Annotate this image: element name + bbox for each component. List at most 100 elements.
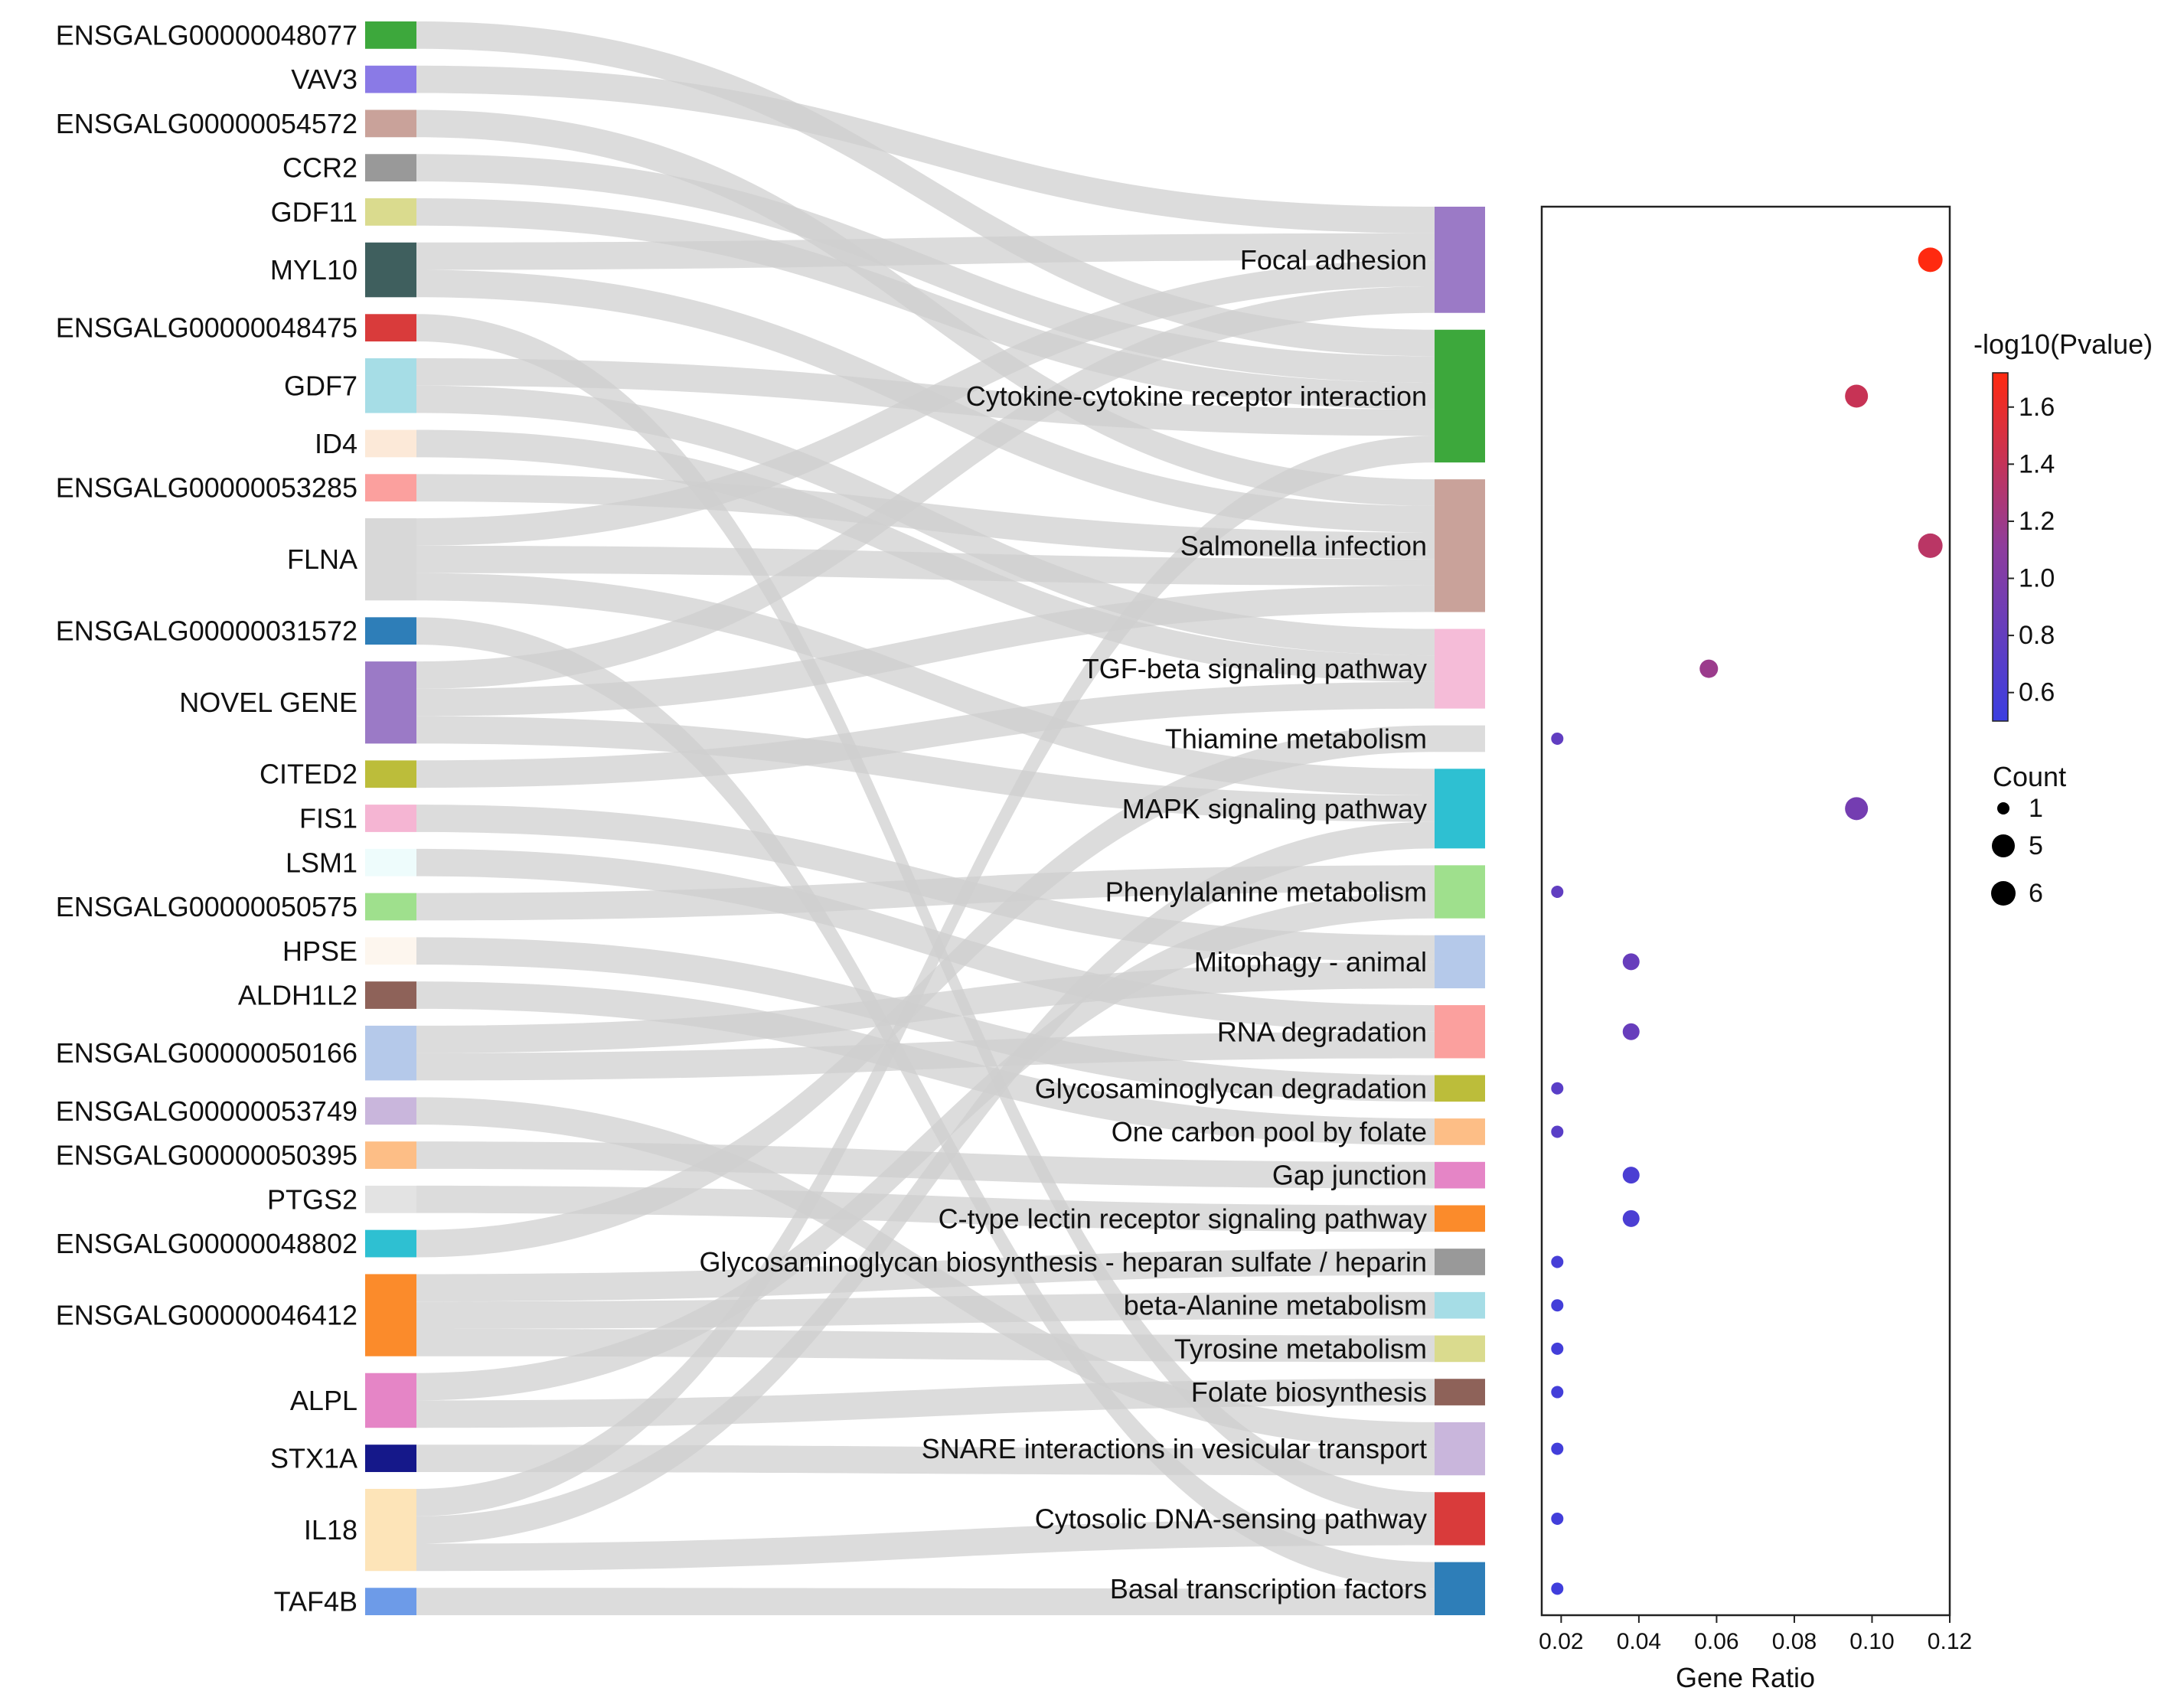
link-ensgalg00000048475-to-cytosolic-dna-sensing-pathway [416,314,1435,1519]
pathway-label: Thiamine metabolism [1165,723,1427,754]
gene-label: CCR2 [282,152,357,184]
pathway-node-phenylalanine-metabolism [1435,865,1485,919]
x-tick-label: 0.04 [1617,1629,1661,1654]
gene-node-ensgalg00000054572 [365,109,416,138]
gene-label: ENSGALG00000050575 [56,891,357,922]
pathway-label: Basal transcription factors [1110,1573,1427,1604]
gene-label: PTGS2 [267,1183,357,1215]
gene-node-ccr2 [365,154,416,182]
pathway-node-mapk-signaling-pathway [1435,769,1485,849]
link-ensgalg00000050575-to-phenylalanine-metabolism [416,865,1435,921]
pathway-label: Tyrosine metabolism [1174,1333,1427,1364]
link-il18-to-cytokine-cytokine-receptor-interaction [416,436,1435,1516]
gene-label: ENSGALG00000048802 [56,1228,357,1259]
pathway-label: Folate biosynthesis [1191,1376,1427,1408]
gene-label: IL18 [304,1514,357,1546]
link-gdf11-to-cytokine-cytokine-receptor-interaction [416,198,1435,410]
pathway-node-tyrosine-metabolism [1435,1335,1485,1363]
gene-label: ENSGALG00000053285 [56,472,357,504]
colorbar-title: -log10(Pvalue) [1973,328,2153,360]
gene-node-hpse [365,937,416,965]
dot-folate-biosynthesis [1551,1386,1564,1399]
pathway-label: RNA degradation [1217,1016,1427,1047]
link-ensgalg00000046412-to-beta-alanine-metabolism [416,1291,1435,1329]
link-ensgalg00000031572-to-basal-transcription-factors [416,617,1435,1589]
pathway-label: C-type lectin receptor signaling pathway [939,1203,1427,1234]
pathway-node-glycosaminoglycan-degradation [1435,1075,1485,1102]
link-alpl-to-folate-biosynthesis [416,1379,1435,1428]
colorbar [1992,372,2009,722]
link-taf4b-to-basal-transcription-factors [416,1588,1435,1615]
gene-label: ENSGALG00000054572 [56,108,357,139]
gene-node-lsm1 [365,848,416,876]
pathway-node-beta-alanine-metabolism [1435,1291,1485,1319]
gene-label: FIS1 [299,803,357,834]
pathway-node-gap-junction [1435,1161,1485,1189]
pathway-node-c-type-lectin-receptor-signaling-pathway [1435,1205,1485,1232]
dot-cytosolic-dna-sensing-pathway [1551,1512,1564,1525]
gene-node-fis1 [365,805,416,832]
dot-gap-junction [1622,1167,1640,1184]
gene-label: VAV3 [291,64,357,95]
gene-label: TAF4B [274,1586,357,1617]
dot-plot: Gene Ratio 0.02 0.04 0.06 0.08 0.10 0.12 [1539,205,1972,1693]
pathway-node-rna-degradation [1435,1005,1485,1059]
gene-label: ALDH1L2 [238,980,357,1011]
gene-label: MYL10 [270,254,357,286]
dot-focal-adhesion [1918,247,1943,273]
pathway-node-snare-interactions-in-vesicular-transport [1435,1422,1485,1476]
pathway-nodes: Focal adhesion Cytokine-cytokine receptor… [699,207,1485,1615]
gene-label: FLNA [287,544,357,575]
pathway-label: Cytosolic DNA-sensing pathway [1035,1503,1427,1534]
link-lsm1-to-rna-degradation [416,848,1435,1032]
link-flna-to-salmonella-infection [416,545,1435,586]
gene-node-ensgalg00000053749 [365,1097,416,1125]
size-legend-dot [1992,834,2015,857]
link-ensgalg00000050395-to-gap-junction [416,1141,1435,1189]
link-ensgalg00000050166-to-rna-degradation [416,1031,1435,1081]
gene-label: ENSGALG00000050166 [56,1037,357,1069]
pathway-node-cytokine-cytokine-receptor-interaction [1435,329,1485,463]
pathway-label: beta-Alanine metabolism [1124,1290,1427,1321]
link-ensgalg00000048802-to-thiamine-metabolism [416,725,1435,1258]
dot-beta-alanine-metabolism [1551,1299,1564,1312]
dot-cytokine-cytokine-receptor-interaction [1845,384,1869,408]
link-flna-to-mapk-signaling-pathway [416,573,1435,795]
pathway-node-one-carbon-pool-by-folate [1435,1118,1485,1145]
x-tick-label: 0.10 [1849,1629,1894,1654]
pathway-node-salmonella-infection [1435,479,1485,612]
gene-label: HPSE [282,935,357,967]
x-tick-label: 0.02 [1539,1629,1583,1654]
gene-label: NOVEL GENE [179,687,357,718]
dot-mitophagy-animal [1622,953,1640,971]
gene-label: GDF11 [271,196,357,227]
pathway-label: SNARE interactions in vesicular transpor… [922,1433,1427,1464]
size-legend-title: Count [1993,761,2066,792]
colorbar-tick-label: 0.8 [2019,621,2055,650]
link-cited2-to-tgf-beta-signaling-pathway [416,681,1435,788]
dot-glycosaminoglycan-degradation [1551,1082,1564,1095]
pathway-node-focal-adhesion [1435,207,1485,313]
dot-salmonella-infection [1918,533,1943,558]
legends: -log10(Pvalue) Count 0.6 0.8 1.0 1.2 1.4 1.6 1… [1973,328,2153,908]
pathway-node-glycosaminoglycan-biosynthesis-heparan-sulfate-heparin [1435,1249,1485,1275]
dot-tgf-beta-signaling-pathway [1699,659,1719,678]
gene-label: ENSGALG00000048475 [56,312,357,344]
gene-label: LSM1 [286,847,357,878]
pathway-label: Phenylalanine metabolism [1105,876,1427,908]
gene-nodes: ENSGALG00000048077 VAV3 ENSGALG00000054572… [56,19,416,1617]
dot-glycosaminoglycan-biosynthesis-heparan-sulfate-heparin [1551,1255,1564,1268]
gene-node-ensgalg00000046412 [365,1274,416,1356]
link-ensgalg00000048077-to-cytokine-cytokine-receptor-interaction [416,21,1435,357]
gene-node-taf4b [365,1588,416,1615]
gene-node-id4 [365,429,416,458]
gene-label: CITED2 [260,759,357,790]
gene-node-aldh1l2 [365,981,416,1009]
pathway-label: Gap junction [1272,1160,1427,1191]
pathway-label: Glycosaminoglycan biosynthesis - heparan… [699,1246,1427,1278]
dot-one-carbon-pool-by-folate [1551,1125,1564,1138]
pathway-label: Mitophagy - animal [1194,946,1427,978]
gene-label: ENSGALG00000048077 [56,19,357,51]
gene-node-il18 [365,1488,416,1572]
